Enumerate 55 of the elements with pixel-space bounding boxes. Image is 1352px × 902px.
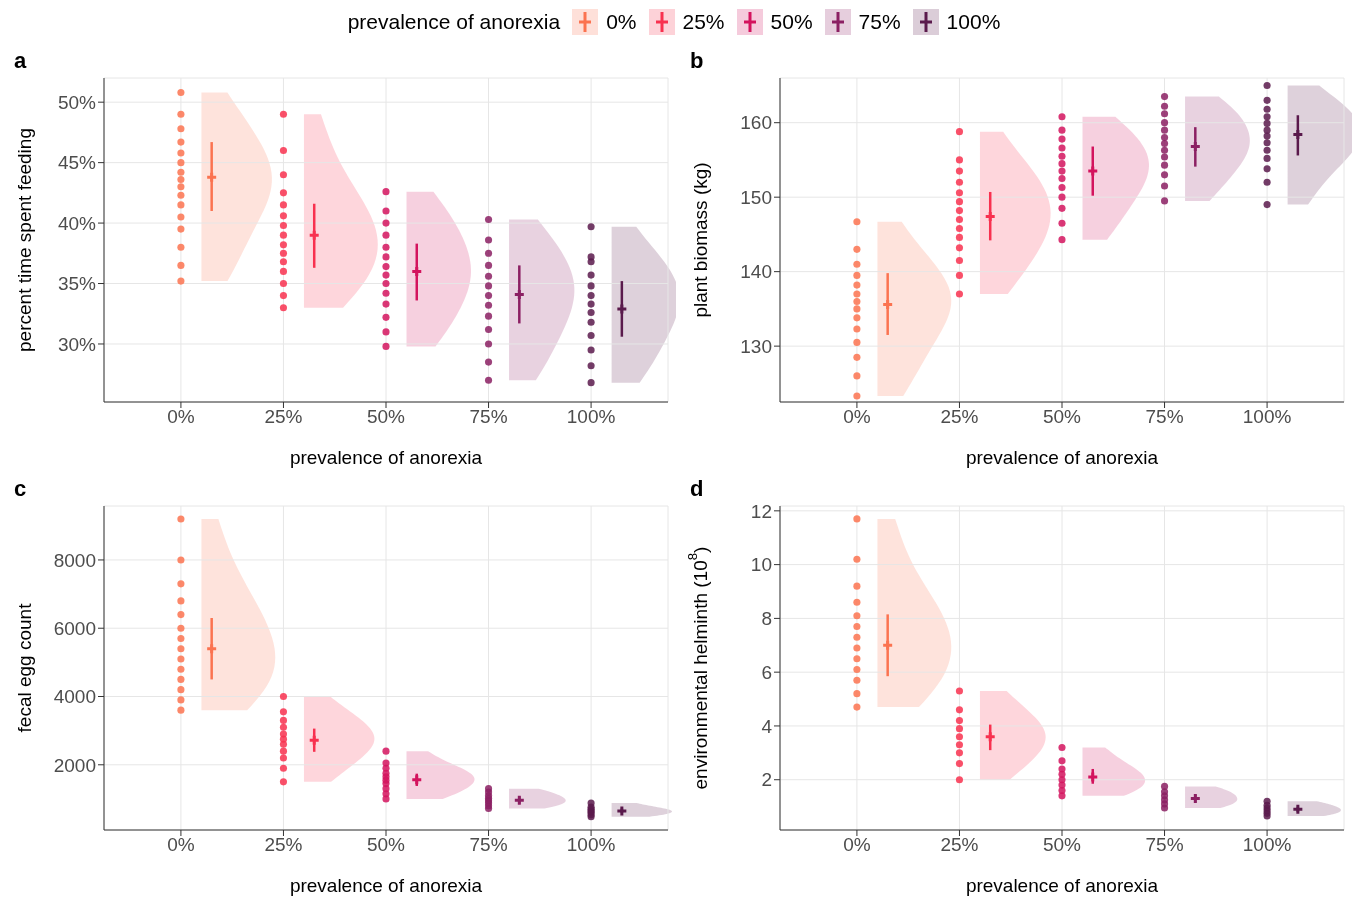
y-tick-label: 140 [740, 261, 772, 283]
y-tick-label: 160 [740, 112, 772, 134]
x-tick-label: 25% [940, 834, 979, 856]
y-tick-label: 150 [740, 186, 772, 208]
y-tick-label: 8 [761, 608, 772, 630]
y-tick-label: 50% [57, 91, 97, 113]
x-tick-label: 75% [469, 406, 508, 428]
chart-title: b [690, 48, 704, 74]
legend-label: 25% [682, 10, 725, 34]
x-axis-title: prevalence of anorexia [965, 875, 1159, 896]
x-tick-label: 25% [264, 834, 303, 856]
chart-title: a [14, 48, 27, 74]
chart-title: c [14, 476, 27, 502]
x-tick-label: 25% [940, 406, 979, 428]
x-axis-title: prevalence of anorexia [965, 447, 1159, 468]
y-tick-label: 8000 [53, 549, 96, 571]
x-tick-label: 0% [167, 406, 195, 428]
x-tick-label: 50% [1042, 834, 1082, 856]
chart-title: d [690, 476, 704, 502]
x-tick-label: 100% [566, 834, 616, 856]
x-tick-label: 0% [167, 834, 195, 856]
y-axis-title: fecal egg count [13, 602, 35, 733]
x-tick-label: 50% [366, 834, 406, 856]
x-tick-label: 100% [1242, 834, 1292, 856]
y-tick-label: 2 [761, 769, 772, 791]
x-tick-label: 25% [264, 406, 303, 428]
y-tick-label: 4 [761, 715, 773, 737]
y-tick-label: 6 [761, 661, 772, 683]
y-tick-label: 40% [57, 212, 97, 234]
legend-label: 75% [858, 10, 901, 34]
legend-label: 100% [946, 10, 1001, 34]
y-tick-label: 45% [57, 152, 97, 174]
x-tick-label: 100% [566, 406, 616, 428]
x-tick-label: 50% [366, 406, 406, 428]
y-tick-label: 6000 [53, 617, 96, 639]
x-axis-title: prevalence of anorexia [289, 875, 483, 896]
x-tick-label: 75% [1145, 406, 1184, 428]
y-axis-title: plant biomass (kg) [689, 162, 711, 318]
x-tick-label: 100% [1242, 406, 1292, 428]
x-tick-label: 75% [469, 834, 508, 856]
y-tick-label: 10 [750, 554, 772, 576]
legend-label: 0% [606, 10, 637, 34]
y-tick-label: 35% [57, 273, 97, 295]
x-tick-label: 50% [1042, 406, 1082, 428]
legend-title: prevalence of anorexia [347, 10, 561, 34]
y-tick-label: 2000 [53, 754, 96, 776]
y-tick-label: 12 [750, 500, 772, 522]
y-tick-label: 30% [57, 333, 97, 355]
x-axis-title: prevalence of anorexia [289, 447, 483, 468]
y-tick-label: 130 [740, 335, 772, 357]
y-tick-label: 4000 [53, 686, 96, 708]
x-tick-label: 75% [1145, 834, 1184, 856]
x-tick-label: 0% [843, 406, 871, 428]
x-tick-label: 0% [843, 834, 871, 856]
y-axis-title: percent time spent feeding [13, 128, 35, 352]
